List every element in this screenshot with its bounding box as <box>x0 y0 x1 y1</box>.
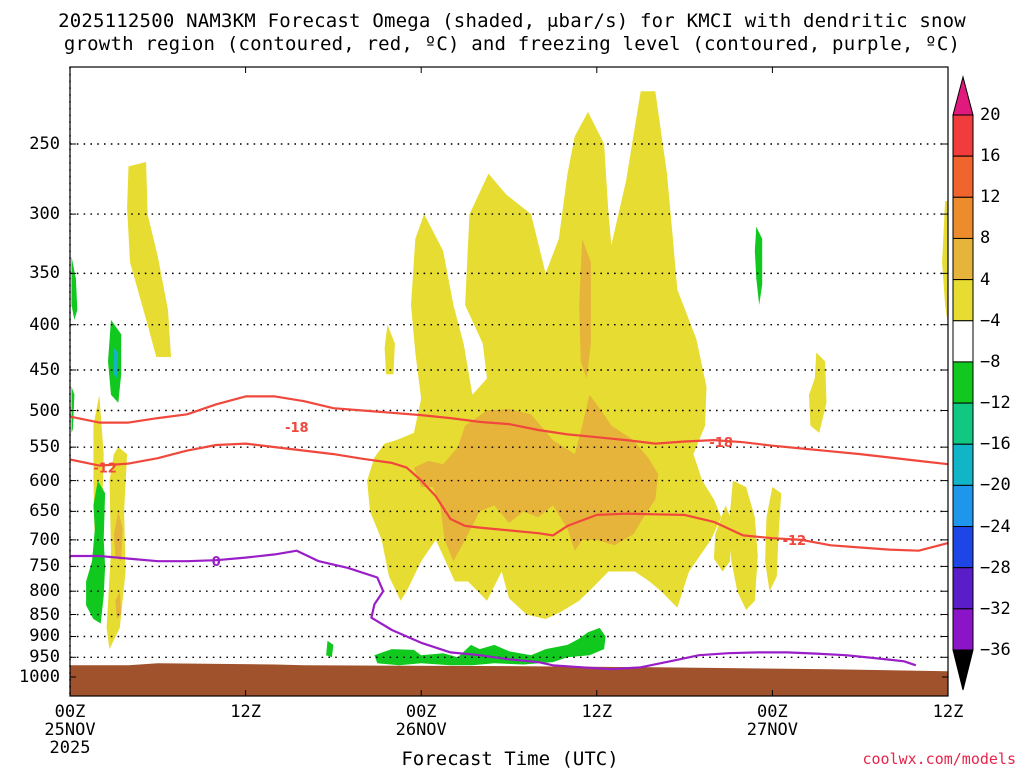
colorbar-bin-3 <box>952 237 974 281</box>
colorbar-bin-8 <box>952 443 974 486</box>
y-tick-label-500: 500 <box>29 400 60 421</box>
y-tick-label-350: 350 <box>29 263 60 284</box>
colorbar-bin-12 <box>952 608 974 651</box>
colorbar-top-triangle <box>952 75 974 116</box>
x-year-label-0: 2025 <box>49 738 91 758</box>
x-axis-title: Forecast Time (UTC) <box>401 748 619 770</box>
credit-link[interactable]: coolwx.com/models <box>862 750 1016 768</box>
colorbar-bin-2 <box>952 196 974 239</box>
colorbar-label-13: −36 <box>980 640 1011 660</box>
contour-label-dgz-lower-0: -12 <box>93 462 117 477</box>
y-tick-label-400: 400 <box>29 314 60 335</box>
y-tick-label-1000: 1000 <box>19 667 60 687</box>
y-tick-label-750: 750 <box>29 556 60 577</box>
omega-area-green-7 <box>754 226 763 305</box>
x-date-label-0: 25NOV <box>44 720 96 740</box>
chart-title-line-2: growth region (contoured, red, ºC) and f… <box>63 33 961 55</box>
omega-area-teal-1 <box>113 348 119 379</box>
contour-dgz-upper <box>69 395 949 466</box>
omega-area-orange-3 <box>115 591 122 619</box>
y-tick-label-950: 950 <box>29 647 60 668</box>
colorbar-label-10: −24 <box>980 516 1011 537</box>
y-tick-label-300: 300 <box>29 204 60 225</box>
colorbar-bottom-triangle <box>952 649 974 691</box>
x-tick-label-12: 12Z <box>230 702 261 722</box>
colorbar-bin-6 <box>952 361 974 404</box>
x-tick-label-48: 00Z <box>757 702 788 722</box>
colorbar-bin-7 <box>952 402 974 445</box>
omega-area-yellow-8 <box>809 352 827 433</box>
colorbar-label-7: −12 <box>980 393 1011 414</box>
omega-area-yellow-1 <box>127 162 171 357</box>
colorbar-bin-9 <box>952 484 974 528</box>
y-tick-label-850: 850 <box>29 604 60 625</box>
colorbar-label-4: 4 <box>980 269 991 290</box>
contour-label-dgz-lower-1: -12 <box>783 534 807 549</box>
x-tick-label-24: 00Z <box>405 702 437 722</box>
omega-area-yellow-5 <box>713 505 732 572</box>
colorbar-label-1: 16 <box>980 146 1001 167</box>
contour-label-dgz-upper-0: -18 <box>285 421 309 436</box>
colorbar-label-9: −20 <box>980 475 1011 496</box>
omega-area-green-2 <box>71 386 75 433</box>
colorbar-label-5: −4 <box>980 310 1001 331</box>
ground-layer <box>70 663 948 696</box>
omega-area-green-5 <box>326 640 334 658</box>
contour-label-dgz-upper-1: -18 <box>709 436 733 451</box>
x-tick-label-0: 00Z <box>54 702 86 722</box>
omega-area-yellow-4 <box>384 324 395 375</box>
omega-colorbar <box>952 75 974 691</box>
temperature-contours: -18 -18 -12 -12 0 <box>69 395 949 671</box>
colorbar-bin-4 <box>952 279 974 322</box>
contour-dgz-lower <box>69 442 949 552</box>
y-tick-label-250: 250 <box>29 134 60 154</box>
colorbar-label-0: 20 <box>980 105 1001 125</box>
omega-area-green-1 <box>71 256 78 320</box>
omega-area-yellow-main <box>367 91 722 620</box>
omega-area-orange-2 <box>113 511 123 562</box>
colorbar-bin-5 <box>952 320 974 363</box>
colorbar-bin-0 <box>952 114 974 157</box>
y-tick-label-450: 450 <box>29 359 60 380</box>
y-tick-label-550: 550 <box>29 437 60 458</box>
colorbar-bin-1 <box>952 155 974 198</box>
omega-shading-layer <box>71 91 948 666</box>
colorbar-label-8: −16 <box>980 434 1011 455</box>
contour-label-freezing-level-0: 0 <box>212 555 221 570</box>
colorbar-label-2: 12 <box>980 187 1001 208</box>
colorbar-bin-10 <box>952 526 974 569</box>
x-tick-label-60: 12Z <box>932 702 964 722</box>
y-tick-label-600: 600 <box>29 470 60 491</box>
y-tick-label-700: 700 <box>29 529 60 550</box>
x-tick-label-36: 12Z <box>581 702 613 722</box>
plot-border <box>69 66 949 697</box>
chart-title-line-1: 2025112500 NAM3KM Forecast Omega (shaded… <box>58 10 966 32</box>
contour-freezing-level <box>70 549 917 671</box>
y-tick-label-900: 900 <box>29 626 60 647</box>
colorbar-label-12: −32 <box>980 598 1011 619</box>
colorbar-label-11: −28 <box>980 557 1011 578</box>
plot-frame <box>69 66 949 697</box>
omega-area-yellow-9 <box>942 201 948 325</box>
colorbar-label-6: −8 <box>980 351 1001 372</box>
colorbar-bin-11 <box>952 567 974 610</box>
x-date-label-48: 27NOV <box>746 720 798 740</box>
ground-fill <box>70 663 948 696</box>
y-tick-label-800: 800 <box>29 581 60 602</box>
x-date-label-24: 26NOV <box>395 720 447 740</box>
y-tick-label-650: 650 <box>29 501 60 522</box>
omega-area-green-6 <box>374 627 606 666</box>
colorbar-label-3: 8 <box>980 228 991 249</box>
omega-area-yellow-6 <box>728 480 758 610</box>
omega-area-green-4 <box>86 480 106 624</box>
